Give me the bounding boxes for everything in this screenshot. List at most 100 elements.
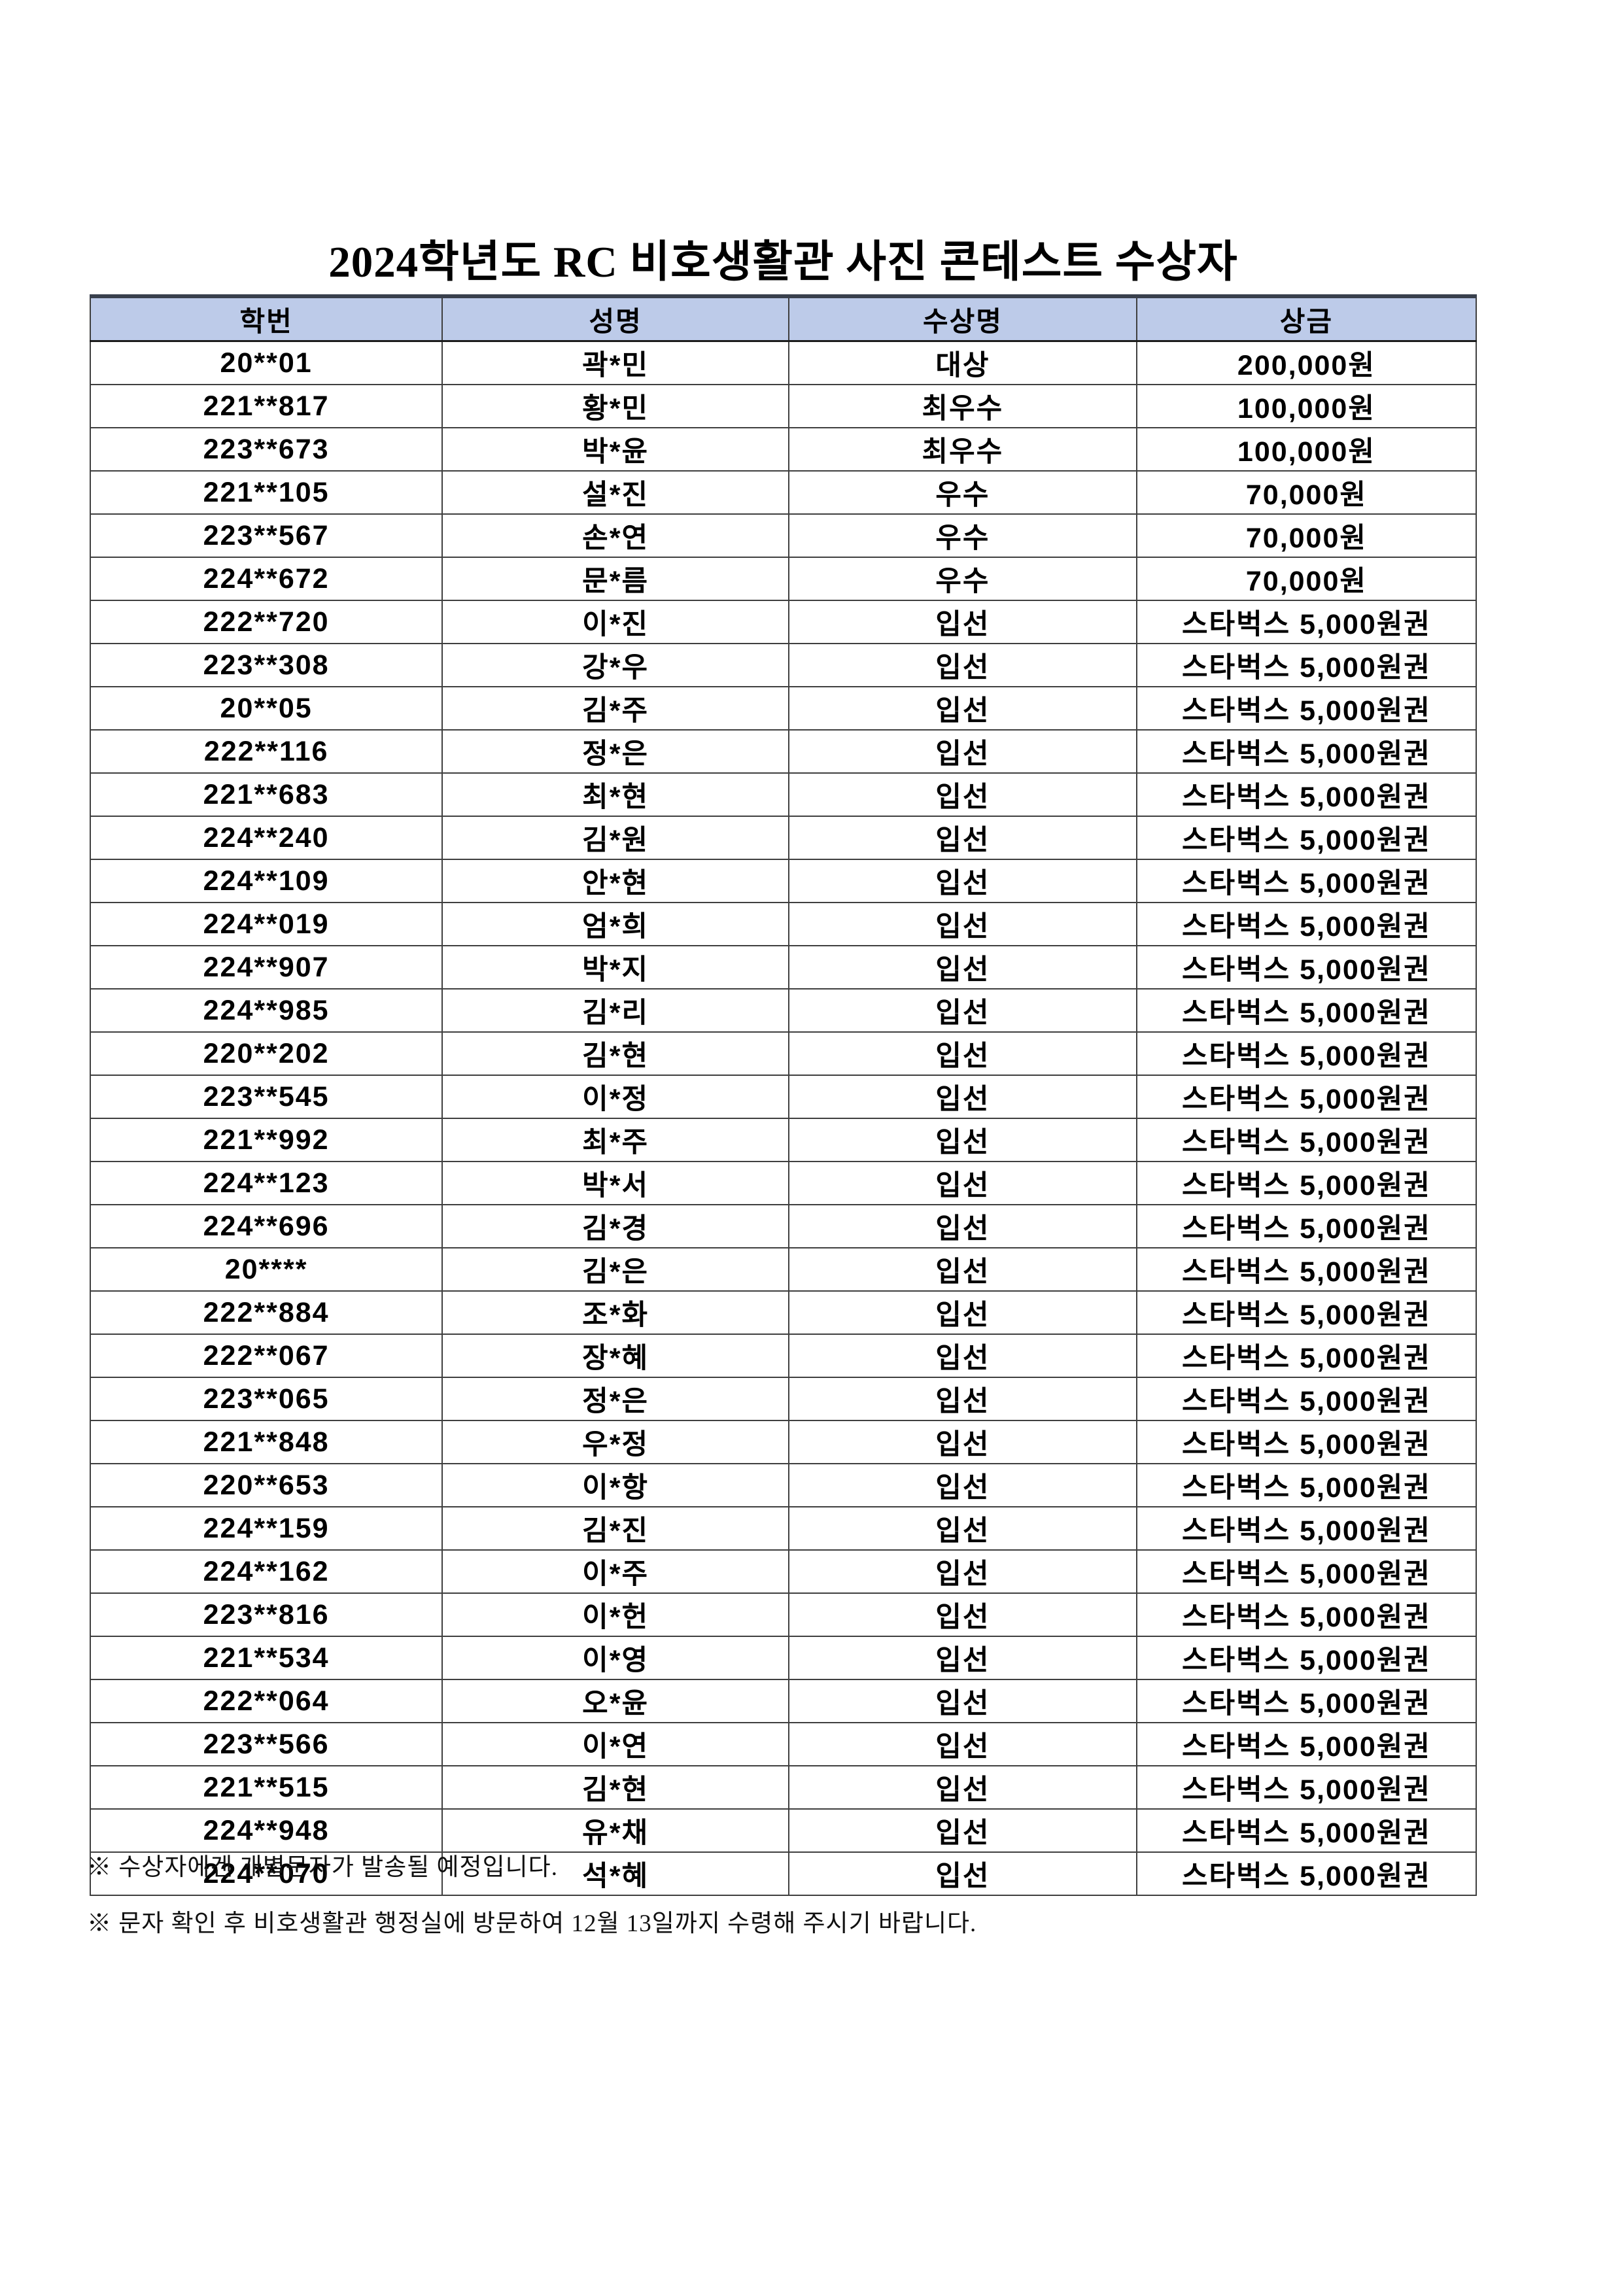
cell-name: 이*항 — [441, 1463, 789, 1507]
cell-award: 입선 — [787, 1290, 1137, 1335]
cell-name: 손*연 — [441, 513, 789, 558]
cell-student-id: 224**123 — [89, 1161, 443, 1205]
cell-prize: 스타벅스 5,000원권 — [1135, 1808, 1477, 1853]
cell-award: 최우수 — [787, 384, 1137, 428]
cell-name: 박*서 — [441, 1161, 789, 1205]
cell-prize: 100,000원 — [1135, 427, 1477, 472]
cell-prize: 스타벅스 5,000원권 — [1135, 1031, 1477, 1076]
cell-award: 입선 — [787, 816, 1137, 860]
cell-name: 정*은 — [441, 729, 789, 774]
cell-student-id: 221**817 — [89, 384, 443, 428]
table-row: 224**985 김*리 입선 스타벅스 5,000원권 — [89, 988, 1477, 1033]
footer-notes: ※ 수상자에겐 개별문자가 발송될 예정입니다. ※ 문자 확인 후 비호생활관… — [87, 1847, 1526, 1959]
table-row: 224**019 엄*희 입선 스타벅스 5,000원권 — [89, 902, 1477, 946]
cell-prize: 스타벅스 5,000원권 — [1135, 772, 1477, 817]
cell-prize: 스타벅스 5,000원권 — [1135, 1161, 1477, 1205]
cell-award: 입선 — [787, 1075, 1137, 1119]
cell-award: 입선 — [787, 902, 1137, 946]
cell-student-id: 224**948 — [89, 1808, 443, 1853]
cell-student-id: 223**545 — [89, 1075, 443, 1119]
cell-award: 최우수 — [787, 427, 1137, 472]
cell-name: 곽*민 — [441, 340, 789, 385]
cell-award: 입선 — [787, 1851, 1137, 1896]
cell-award: 입선 — [787, 1463, 1137, 1507]
cell-student-id: 223**308 — [89, 643, 443, 687]
cell-prize: 스타벅스 5,000원권 — [1135, 1851, 1477, 1896]
cell-student-id: 224**162 — [89, 1549, 443, 1594]
cell-prize: 스타벅스 5,000원권 — [1135, 1463, 1477, 1507]
cell-student-id: 224**696 — [89, 1204, 443, 1248]
table-row: 221**992 최*주 입선 스타벅스 5,000원권 — [89, 1118, 1477, 1162]
cell-award: 입선 — [787, 1377, 1137, 1421]
table-row: 223**567 손*연 우수 70,000원 — [89, 513, 1477, 558]
cell-name: 이*연 — [441, 1722, 789, 1766]
cell-name: 박*지 — [441, 945, 789, 990]
cell-student-id: 223**673 — [89, 427, 443, 472]
cell-name: 최*현 — [441, 772, 789, 817]
cell-student-id: 222**064 — [89, 1679, 443, 1723]
column-header-prize: 상금 — [1135, 294, 1477, 342]
cell-prize: 스타벅스 5,000원권 — [1135, 729, 1477, 774]
cell-student-id: 222**884 — [89, 1290, 443, 1335]
cell-student-id: 222**116 — [89, 729, 443, 774]
cell-prize: 스타벅스 5,000원권 — [1135, 1636, 1477, 1680]
table-row: 224**162 이*주 입선 스타벅스 5,000원권 — [89, 1549, 1477, 1594]
cell-award: 입선 — [787, 1161, 1137, 1205]
cell-name: 김*현 — [441, 1765, 789, 1810]
cell-student-id: 223**816 — [89, 1592, 443, 1637]
table-row: 221**848 우*정 입선 스타벅스 5,000원권 — [89, 1420, 1477, 1464]
cell-award: 우수 — [787, 557, 1137, 601]
cell-name: 이*주 — [441, 1549, 789, 1594]
cell-award: 입선 — [787, 945, 1137, 990]
cell-award: 입선 — [787, 1420, 1137, 1464]
cell-student-id: 224**240 — [89, 816, 443, 860]
cell-name: 김*리 — [441, 988, 789, 1033]
cell-prize: 스타벅스 5,000원권 — [1135, 945, 1477, 990]
cell-prize: 스타벅스 5,000원권 — [1135, 1722, 1477, 1766]
cell-student-id: 224**159 — [89, 1506, 443, 1551]
cell-prize: 200,000원 — [1135, 340, 1477, 385]
table-row: 224**672 문*름 우수 70,000원 — [89, 557, 1477, 601]
winners-table-header: 학번 성명 수상명 상금 — [89, 294, 1477, 342]
cell-name: 안*현 — [441, 859, 789, 903]
header-row: 학번 성명 수상명 상금 — [89, 294, 1477, 342]
cell-award: 입선 — [787, 1506, 1137, 1551]
table-row: 223**566 이*연 입선 스타벅스 5,000원권 — [89, 1722, 1477, 1766]
table-row: 223**545 이*정 입선 스타벅스 5,000원권 — [89, 1075, 1477, 1119]
column-header-name: 성명 — [441, 294, 789, 342]
cell-name: 조*화 — [441, 1290, 789, 1335]
cell-award: 입선 — [787, 600, 1137, 644]
cell-award: 입선 — [787, 686, 1137, 731]
page-title: 2024학년도 RC 비호생활관 사진 콘테스트 수상자 — [328, 238, 1238, 286]
cell-student-id: 223**566 — [89, 1722, 443, 1766]
table-row: 224**123 박*서 입선 스타벅스 5,000원권 — [89, 1161, 1477, 1205]
cell-name: 김*원 — [441, 816, 789, 860]
cell-student-id: 224**019 — [89, 902, 443, 946]
cell-name: 엄*희 — [441, 902, 789, 946]
cell-award: 입선 — [787, 1722, 1137, 1766]
cell-prize: 스타벅스 5,000원권 — [1135, 1247, 1477, 1292]
cell-award: 입선 — [787, 1636, 1137, 1680]
cell-prize: 70,000원 — [1135, 557, 1477, 601]
cell-name: 김*현 — [441, 1031, 789, 1076]
winners-table: 학번 성명 수상명 상금 20**01 곽*민 대상 200,000원 221**817… — [89, 294, 1477, 1896]
cell-student-id: 221**534 — [89, 1636, 443, 1680]
cell-name: 이*헌 — [441, 1592, 789, 1637]
cell-name: 설*진 — [441, 470, 789, 515]
cell-prize: 스타벅스 5,000원권 — [1135, 1075, 1477, 1119]
table-row: 224**907 박*지 입선 스타벅스 5,000원권 — [89, 945, 1477, 990]
table-row: 221**515 김*현 입선 스타벅스 5,000원권 — [89, 1765, 1477, 1810]
table-row: 221**817 황*민 최우수 100,000원 — [89, 384, 1477, 428]
cell-prize: 스타벅스 5,000원권 — [1135, 1204, 1477, 1248]
table-row: 222**064 오*윤 입선 스타벅스 5,000원권 — [89, 1679, 1477, 1723]
table-row: 20**** 김*은 입선 스타벅스 5,000원권 — [89, 1247, 1477, 1292]
cell-name: 박*윤 — [441, 427, 789, 472]
cell-student-id: 20**01 — [89, 340, 443, 385]
cell-name: 정*은 — [441, 1377, 789, 1421]
winners-table-body: 20**01 곽*민 대상 200,000원 221**817 황*민 최우수 100,000… — [89, 340, 1477, 1896]
cell-student-id: 220**653 — [89, 1463, 443, 1507]
cell-prize: 스타벅스 5,000원권 — [1135, 1377, 1477, 1421]
cell-student-id: 20**05 — [89, 686, 443, 731]
cell-award: 입선 — [787, 643, 1137, 687]
table-row: 222**067 장*혜 입선 스타벅스 5,000원권 — [89, 1334, 1477, 1378]
